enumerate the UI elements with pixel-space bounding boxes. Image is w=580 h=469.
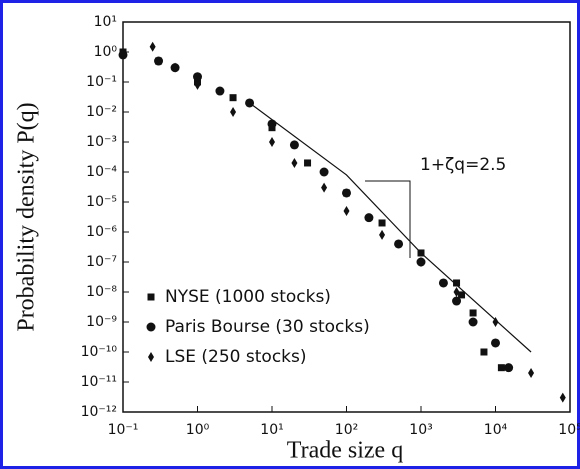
square-point	[480, 348, 488, 356]
circle-point	[193, 72, 202, 82]
circle-point	[394, 239, 404, 249]
y-axis-label: Probability density P(q)	[14, 102, 40, 331]
diamond-point	[172, 62, 179, 73]
diamond-point	[343, 206, 350, 217]
diamond-point	[492, 317, 499, 327]
diamond-point	[453, 287, 460, 297]
circle-point	[452, 296, 462, 306]
circle-point	[154, 56, 164, 66]
y-tick-label: 10⁻¹⁰	[81, 344, 118, 360]
x-tick-label: 10⁰	[186, 422, 210, 438]
y-tick-label: 10⁰	[94, 44, 118, 60]
y-tick-label: 10⁻⁷	[86, 254, 117, 270]
annotation: 1+ζq=2.5	[420, 155, 506, 175]
y-tick-label: 10⁻⁶	[86, 224, 117, 240]
diamond-point	[269, 137, 275, 147]
x-axis-label: Trade size q	[287, 438, 403, 464]
legend-marker	[146, 322, 156, 332]
circle-point	[491, 338, 500, 348]
x-tick-label: 10⁵	[558, 422, 580, 438]
x-tick-label: 10⁻¹	[108, 422, 139, 438]
y-tick-label: 10⁻³	[86, 134, 117, 150]
circle-point	[438, 278, 448, 288]
legend-label: LSE (250 stocks)	[165, 347, 307, 367]
legend-label: Paris Bourse (30 stocks)	[165, 317, 370, 337]
diamond-point	[418, 257, 424, 267]
y-tick-label: 10⁻⁹	[86, 314, 117, 330]
y-tick-label: 10⁻¹	[86, 74, 117, 90]
circle-point	[468, 317, 478, 327]
square-point	[497, 364, 505, 372]
diamond-point	[149, 41, 156, 52]
diamond-point	[528, 367, 535, 378]
x-tick-label: 10²	[335, 422, 358, 438]
fit-line	[249, 102, 532, 353]
diamond-point	[230, 107, 237, 117]
y-tick-label: 10⁻²	[86, 104, 117, 120]
x-tick-label: 10³	[409, 422, 432, 438]
circle-point	[342, 188, 351, 198]
legend-marker	[148, 352, 154, 362]
square-point	[453, 279, 461, 287]
circle-point	[267, 119, 277, 129]
square-point	[458, 291, 466, 299]
y-tick-label: 10⁻⁸	[86, 284, 117, 300]
diamond-point	[559, 392, 566, 403]
diamond-point	[379, 229, 386, 240]
y-tick-label: 10⁻¹²	[81, 404, 117, 420]
x-tick-label: 10⁴	[484, 422, 508, 438]
diamond-point	[291, 157, 298, 168]
diamond-point	[321, 182, 328, 193]
circle-point	[364, 213, 374, 223]
y-tick-label: 10⁻⁴	[86, 164, 117, 180]
circle-point	[504, 363, 514, 373]
square-point	[469, 309, 477, 317]
circle-point	[118, 50, 128, 60]
circle-point	[215, 86, 225, 96]
circle-point	[289, 140, 299, 150]
y-tick-label: 10⁻¹¹	[81, 374, 117, 390]
square-point	[378, 219, 386, 227]
y-tick-label: 10⁻⁵	[86, 194, 117, 210]
circle-point	[319, 167, 329, 177]
square-point	[229, 94, 237, 102]
slope-triangle	[365, 180, 411, 258]
legend-label: NYSE (1000 stocks)	[165, 287, 331, 307]
diamond-point	[194, 79, 201, 90]
y-tick-label: 10¹	[94, 14, 117, 30]
square-point	[304, 159, 312, 167]
x-tick-label: 10¹	[260, 422, 283, 438]
legend-marker	[147, 293, 155, 301]
